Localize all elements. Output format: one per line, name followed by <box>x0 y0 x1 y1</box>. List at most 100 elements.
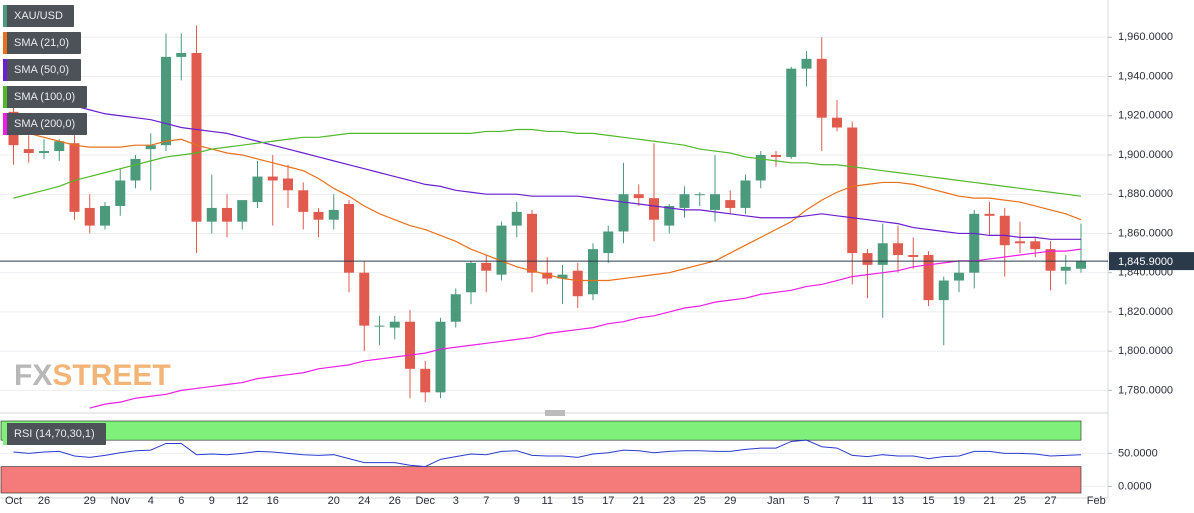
sma-line <box>13 89 1081 240</box>
candle-body <box>313 211 324 220</box>
watermark-part: STREET <box>52 359 170 392</box>
candle-body <box>694 194 705 196</box>
resize-handle[interactable] <box>545 410 565 416</box>
x-tick-label: 4 <box>148 495 154 507</box>
legend-box <box>3 86 87 108</box>
x-tick-label: 16 <box>267 495 279 507</box>
x-tick-label: 19 <box>953 495 965 507</box>
candle-body <box>847 127 858 254</box>
legend-box <box>3 32 81 54</box>
candle-body <box>877 243 888 265</box>
candle-body <box>725 200 736 208</box>
y-tick-label: 0.0000 <box>1118 480 1152 492</box>
candle-body <box>283 178 293 191</box>
candle-body <box>740 180 751 208</box>
candle-body <box>786 68 797 157</box>
candle-body <box>359 272 370 326</box>
candle-body <box>771 154 781 157</box>
candle-body <box>130 158 141 181</box>
candle-body <box>435 321 446 393</box>
candle-body <box>252 176 263 203</box>
candle-body <box>1060 266 1071 271</box>
x-tick-label: 15 <box>922 495 934 507</box>
rsi-line <box>13 439 1082 468</box>
candle-body <box>481 262 492 271</box>
candle-body <box>1045 249 1056 271</box>
x-tick-label: 17 <box>602 495 614 507</box>
candle-body <box>679 194 690 208</box>
y-tick-label: 1,800.0000 <box>1118 345 1173 357</box>
candle-body <box>816 58 827 118</box>
legend-label: SMA (100,0) <box>14 91 75 103</box>
x-tick-label: Jan <box>767 495 785 507</box>
legend-label: SMA (200,0) <box>14 118 75 130</box>
x-tick-label: 20 <box>328 495 340 507</box>
last-price-label: 1,845.9000 <box>1118 256 1173 268</box>
candle-body <box>328 209 339 220</box>
candle-body <box>54 141 65 152</box>
candle-body <box>39 151 49 154</box>
x-tick-label: 21 <box>983 495 995 507</box>
candle-body <box>527 213 537 273</box>
candle-body <box>801 58 812 69</box>
oversold-band <box>0 466 1082 494</box>
x-tick-label: 25 <box>694 495 706 507</box>
x-tick-label: 24 <box>358 495 370 507</box>
legend-swatch <box>3 32 7 54</box>
candle-body <box>267 176 278 181</box>
candle-body <box>862 253 873 265</box>
y-tick-label: 1,920.0000 <box>1118 110 1173 122</box>
sma-line <box>13 128 1082 199</box>
legend-label: SMA (50,0) <box>14 64 69 76</box>
x-tick-label: Dec <box>415 495 435 507</box>
legend-swatch <box>3 423 7 445</box>
candle-body <box>969 213 980 273</box>
candle-body <box>1030 241 1041 250</box>
x-tick-label: 27 <box>1044 495 1056 507</box>
x-tick-label: 11 <box>542 495 553 507</box>
candle-body <box>633 194 644 199</box>
x-tick-label: 11 <box>862 495 873 507</box>
candle-body <box>832 117 842 128</box>
candle-body <box>954 272 964 281</box>
candle-body <box>237 200 248 222</box>
last-price-box <box>1109 252 1194 271</box>
x-tick-label: 7 <box>483 495 489 507</box>
main-panel <box>0 0 1108 410</box>
sma-line <box>13 128 1082 282</box>
candle-body <box>344 204 354 273</box>
y-tick-label: 1,780.0000 <box>1118 384 1173 396</box>
x-tick-label: 9 <box>514 495 520 507</box>
candle-body <box>999 215 1010 246</box>
candle-body <box>664 205 675 226</box>
watermark: FXSTREET <box>14 359 171 392</box>
candle-body <box>115 180 126 206</box>
candle-body <box>374 325 385 327</box>
x-tick-label: 15 <box>572 495 584 507</box>
x-tick-label: Nov <box>110 495 130 507</box>
y-tick-label: 1,820.0000 <box>1118 306 1173 318</box>
legend-label: SMA (21,0) <box>14 37 69 49</box>
candle-body <box>557 274 568 279</box>
x-tick-label: 6 <box>178 495 184 507</box>
candle-body <box>923 255 934 301</box>
watermark-part: FX <box>14 359 52 392</box>
legend-swatch <box>3 5 7 27</box>
candle-body <box>222 207 232 222</box>
x-tick-label: 29 <box>724 495 736 507</box>
y-tick-label: 50.0000 <box>1118 447 1158 459</box>
x-tick-label: 29 <box>84 495 96 507</box>
legend-box <box>3 59 81 81</box>
legend-swatch <box>3 86 7 108</box>
candle-body <box>938 280 949 301</box>
candle-body <box>420 368 431 393</box>
y-tick-label: 1,900.0000 <box>1118 149 1173 161</box>
candle-body <box>23 149 34 154</box>
x-tick-label: 5 <box>803 495 809 507</box>
candle-body <box>161 56 171 146</box>
candle-body <box>755 154 766 181</box>
candle-body <box>176 52 187 57</box>
candle-body <box>511 211 522 226</box>
candle-body <box>542 272 553 279</box>
